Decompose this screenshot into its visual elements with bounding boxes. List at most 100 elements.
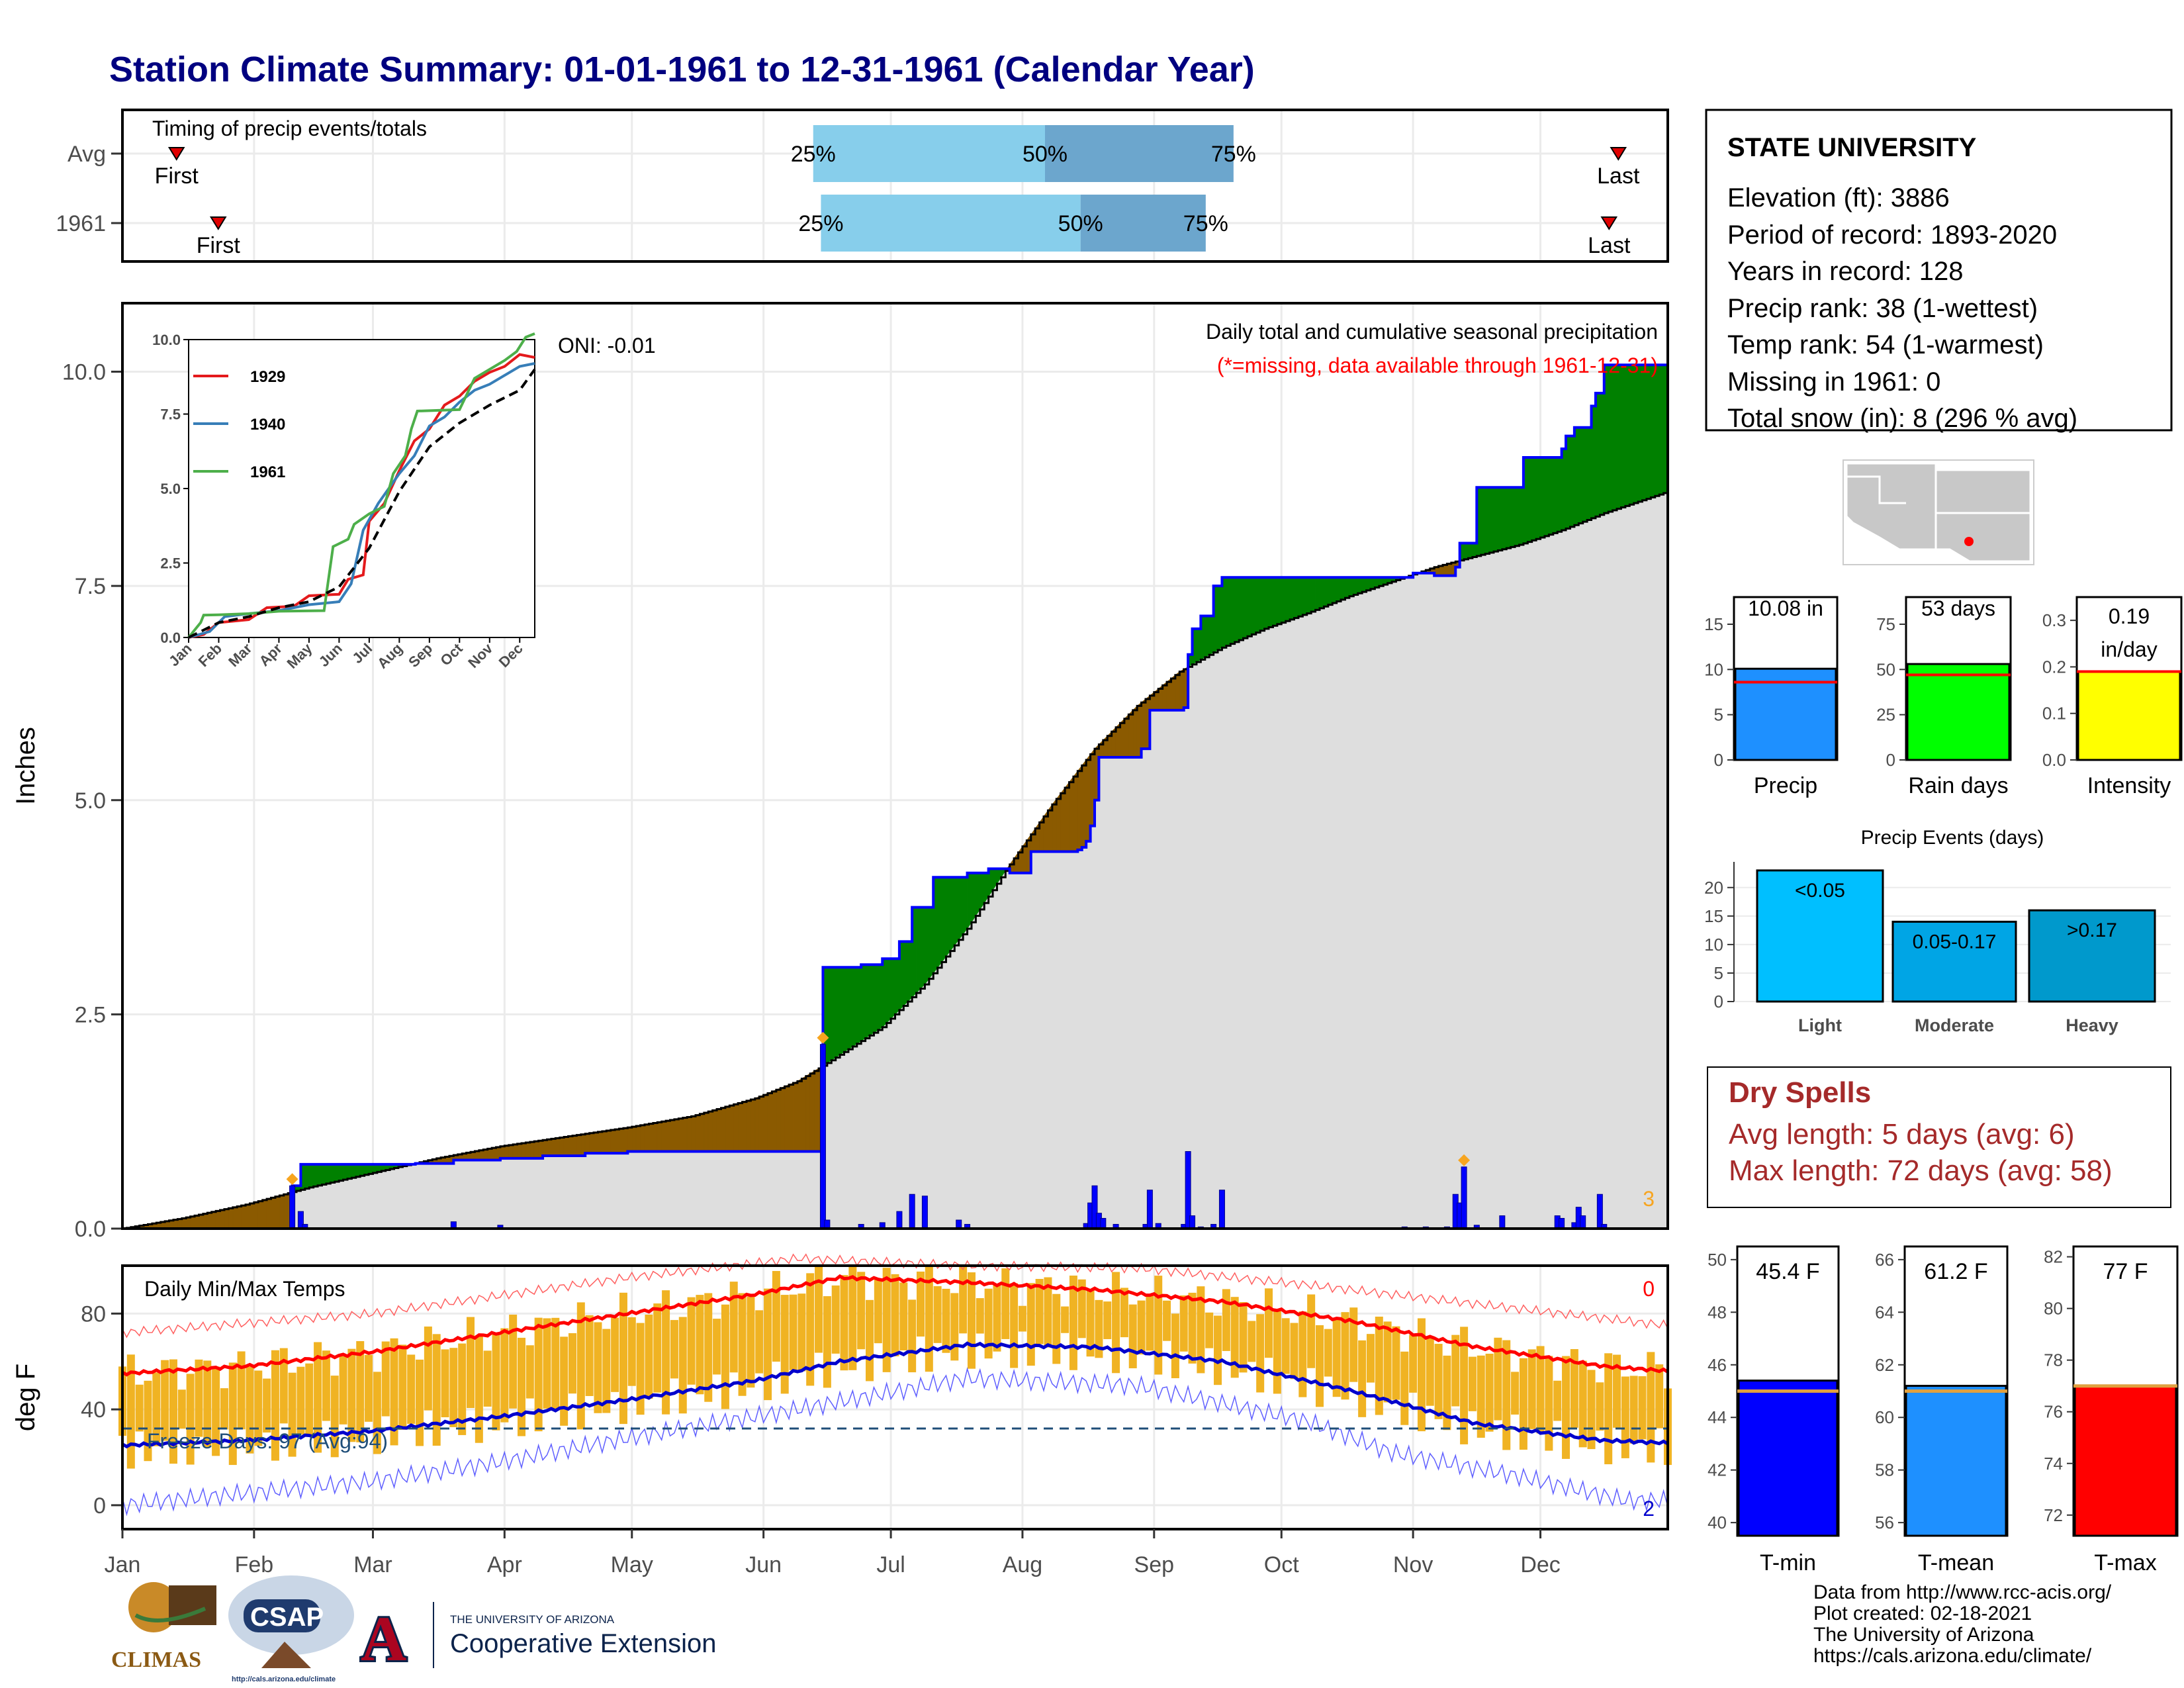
- daily-precip-bar: [896, 1211, 903, 1229]
- daily-temp-bar: [967, 1272, 976, 1369]
- precip-diff-area: [266, 1197, 271, 1229]
- precip-diff-area: [1637, 364, 1643, 502]
- daily-temp-bar: [475, 1335, 483, 1443]
- precip-diff-area: [801, 1076, 807, 1152]
- daily-temp-bar: [670, 1320, 678, 1379]
- daily-temp-bar: [645, 1314, 653, 1399]
- summary-y-tick-label: 5: [1714, 705, 1723, 725]
- inset-y-tick-label: 10.0: [152, 332, 181, 348]
- daily-temp-bar: [780, 1295, 789, 1394]
- precip-diff-area: [529, 1141, 535, 1159]
- daily-temp-bar: [984, 1288, 993, 1359]
- precip-diff-area: [1247, 577, 1252, 637]
- daily-temp-bar: [1451, 1335, 1460, 1407]
- month-label: Aug: [1003, 1552, 1043, 1577]
- daily-temp-bar: [662, 1290, 670, 1415]
- precip-diff-area: [929, 907, 934, 980]
- temp-frame: [121, 1264, 1669, 1530]
- daily-temp-bar: [908, 1299, 917, 1373]
- inset-legend-label: 1929: [250, 368, 285, 386]
- precip-diff-area: [275, 1195, 280, 1229]
- precip-diff-area: [623, 1127, 628, 1154]
- precip-diff-area: [1328, 577, 1333, 606]
- daily-temp-bar: [568, 1333, 576, 1394]
- daily-temp-bar: [1468, 1356, 1477, 1411]
- month-label: May: [611, 1552, 653, 1577]
- dry-spells-max: Max length: 72 days (avg: 58): [1729, 1154, 2113, 1187]
- precip-diff-area: [1557, 457, 1562, 532]
- precip-diff-area: [521, 1142, 526, 1159]
- temp-y-tick-label: 80: [81, 1301, 106, 1327]
- summary-bar: [1734, 667, 1837, 761]
- inset-frame: [188, 339, 535, 638]
- precip-diff-area: [1655, 364, 1660, 496]
- daily-temp-bar: [619, 1292, 627, 1425]
- daily-temp-bar: [713, 1319, 721, 1375]
- daily-temp-bar: [942, 1288, 950, 1353]
- precip-y-tick-label: 2.5: [75, 1002, 106, 1027]
- precip-diff-area: [351, 1164, 357, 1178]
- precip-diff-area: [1608, 364, 1613, 512]
- daily-temp-bar: [407, 1354, 416, 1424]
- precip-diff-area: [1349, 577, 1354, 597]
- daily-temp-bar: [237, 1351, 246, 1430]
- timing-row-label: Avg: [68, 142, 106, 167]
- station-line: Missing in 1961: 0: [1727, 367, 1940, 397]
- precip-diff-area: [304, 1164, 310, 1189]
- precip-diff-area: [665, 1119, 670, 1152]
- daily-temp-bar: [296, 1366, 305, 1435]
- temp-summary-value-label: 77 F: [2103, 1259, 2148, 1284]
- daily-temp-bar: [1324, 1329, 1332, 1377]
- precip-diff-area: [602, 1130, 607, 1154]
- daily-precip-bar: [1580, 1215, 1586, 1229]
- daily-precip-bar: [289, 1185, 296, 1229]
- event-bar-label: >0.17: [2067, 919, 2117, 941]
- daily-temp-bar: [365, 1354, 373, 1422]
- precip-diff-area: [737, 1102, 743, 1152]
- temp-summary-value-label: 45.4 F: [1756, 1259, 1819, 1284]
- daily-temp-bar: [1222, 1289, 1230, 1351]
- daily-temp-bar: [857, 1272, 866, 1350]
- precip-diff-area: [835, 966, 841, 1058]
- precip-diff-area: [1298, 577, 1303, 617]
- summary-category-label: Intensity: [2087, 773, 2171, 798]
- inset-y-tick-label: 0.0: [160, 630, 181, 646]
- precip-diff-area: [1506, 487, 1511, 549]
- inset-legend-label: 1940: [250, 416, 285, 434]
- temp-summary-y-tick-label: 74: [2044, 1454, 2063, 1474]
- timing-pct-label: 25%: [798, 211, 843, 236]
- event-bar: [1756, 869, 1884, 1003]
- station-line: Temp rank: 54 (1-warmest): [1727, 330, 2044, 359]
- record-low-line: [122, 1367, 1668, 1517]
- precip-diff-area: [653, 1122, 658, 1152]
- daily-temp-bar: [1214, 1315, 1222, 1385]
- precip-diff-area: [635, 1125, 641, 1152]
- daily-temp-bar: [458, 1343, 467, 1435]
- flag-marker: [1458, 1154, 1471, 1166]
- temp-panel: Freeze Days: 97 (Avg:94) 0 40 80 deg F Daily …: [11, 1253, 1672, 1577]
- precip-diff-area: [627, 1126, 633, 1152]
- daily-temp-bar: [246, 1366, 254, 1454]
- precip-diff-area: [903, 941, 909, 1007]
- temp-summary-category-label: T-max: [2094, 1550, 2156, 1575]
- temp-summary-y-tick-label: 56: [1875, 1513, 1894, 1532]
- daily-temp-bar: [933, 1286, 942, 1343]
- timing-first-label: First: [155, 164, 199, 189]
- precip-diff-area: [657, 1121, 662, 1152]
- daily-temp-bar: [1629, 1376, 1638, 1444]
- daily-temp-bar: [1511, 1372, 1520, 1415]
- precip-diff-area: [220, 1209, 225, 1229]
- precip-diff-area: [245, 1203, 250, 1229]
- daily-temp-bar: [441, 1349, 449, 1417]
- daily-temp-bar: [1545, 1356, 1553, 1451]
- daily-temp-bar: [517, 1337, 525, 1436]
- timing-first-label: First: [197, 233, 241, 258]
- precip-diff-area: [1535, 457, 1541, 539]
- precip-diff-area: [758, 1094, 764, 1152]
- precip-diff-area: [788, 1082, 794, 1152]
- precip-diff-area: [279, 1194, 285, 1229]
- precip-diff-area: [674, 1118, 679, 1152]
- events-y-tick-label: 15: [1704, 906, 1723, 926]
- precip-diff-area: [895, 958, 900, 1015]
- precip-diff-area: [1234, 577, 1240, 643]
